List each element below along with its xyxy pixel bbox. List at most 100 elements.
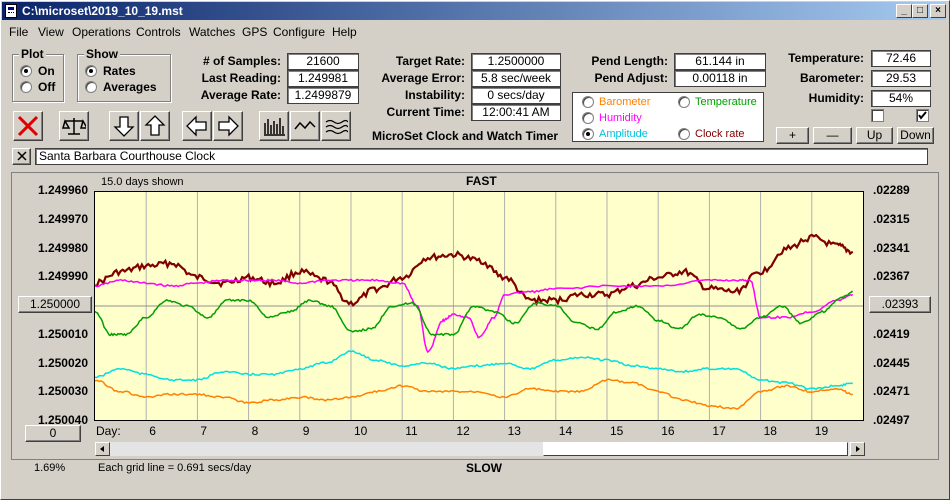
- series-clock-rate-radio[interactable]: [678, 128, 690, 140]
- show-rates-radio[interactable]: [85, 65, 97, 77]
- right-axis-tick-label: .02367: [873, 269, 910, 284]
- left-axis-tick-label: 1.250010: [37, 326, 88, 341]
- menu-controls[interactable]: Controls: [136, 25, 181, 39]
- arrow-left-button[interactable]: [182, 111, 212, 141]
- bar-chart-button[interactable]: [259, 111, 289, 141]
- plot-area[interactable]: [94, 191, 864, 421]
- menu-gps[interactable]: GPS: [242, 25, 268, 39]
- series-barometer-radio[interactable]: [582, 96, 594, 108]
- day-tick-label: 18: [763, 424, 777, 438]
- day-tick-label: 13: [507, 424, 521, 438]
- line-chart-button[interactable]: [290, 111, 320, 141]
- maximize-button[interactable]: □: [912, 4, 928, 18]
- pend-adjust-field: 0.00118 in: [674, 70, 766, 87]
- scroll-left-arrow-icon: [100, 446, 104, 452]
- arrow-down-icon: [113, 116, 135, 137]
- left-axis-tick-label: 1.250030: [37, 384, 88, 399]
- series-humidity-radio[interactable]: [582, 112, 594, 124]
- arrow-up-button[interactable]: [140, 111, 170, 141]
- last-reading-label: Last Reading:: [201, 71, 281, 85]
- balance-scale-icon: [62, 118, 86, 135]
- day-axis-label: Day:: [96, 424, 121, 438]
- slow-label: SLOW: [466, 461, 502, 475]
- stop-button[interactable]: [13, 111, 43, 141]
- watch-name-field[interactable]: Santa Barbara Courthouse Clock: [35, 148, 928, 165]
- plus-button[interactable]: +: [776, 127, 809, 144]
- fast-label: FAST: [466, 174, 497, 188]
- series-barometer-label[interactable]: Barometer: [599, 96, 651, 108]
- arrow-right-icon: [218, 115, 239, 137]
- plot-off-radio[interactable]: [20, 81, 32, 93]
- right-axis-tick-label: .02341: [873, 240, 910, 255]
- title-bar[interactable]: C:\microset\2019_10_19.mst _ □ ×: [2, 2, 946, 20]
- barometer-field: 29.53: [871, 70, 931, 87]
- pend-length-label: Pend Length:: [591, 54, 668, 68]
- series-temperature-label[interactable]: Temperature: [695, 96, 757, 108]
- series-line-temperature: [95, 290, 853, 337]
- menu-operations[interactable]: Operations: [72, 25, 131, 39]
- series-clock-rate-label[interactable]: Clock rate: [695, 128, 745, 140]
- zero-button[interactable]: 0: [25, 425, 81, 442]
- day-tick-label: 11: [405, 424, 418, 438]
- menu-view[interactable]: View: [38, 25, 64, 39]
- samples-label: # of Samples:: [202, 54, 281, 68]
- menu-file[interactable]: File: [9, 25, 29, 39]
- series-amplitude-label[interactable]: Amplitude: [599, 128, 648, 140]
- right-center-button[interactable]: .02393: [869, 296, 931, 313]
- balance-button[interactable]: [59, 111, 89, 141]
- menu-watches[interactable]: Watches: [189, 25, 236, 39]
- average-error-label: Average Error:: [381, 71, 465, 85]
- app-icon[interactable]: [5, 4, 17, 18]
- series-temperature-radio[interactable]: [678, 96, 690, 108]
- close-button[interactable]: ×: [930, 4, 946, 18]
- show-averages-radio[interactable]: [85, 81, 97, 93]
- plot-on-label[interactable]: On: [38, 64, 55, 78]
- multi-line-button[interactable]: [321, 111, 351, 141]
- series-line-clock-rate: [95, 233, 854, 308]
- up-button[interactable]: Up: [856, 127, 893, 144]
- series-amplitude-radio[interactable]: [582, 128, 594, 140]
- bar-chart-icon: [264, 118, 285, 136]
- arrow-left-icon: [186, 115, 207, 137]
- unchecked-checkbox[interactable]: [871, 109, 884, 122]
- average-error-field: 5.8 sec/week: [471, 70, 561, 87]
- plot-group: Plot: [12, 47, 64, 102]
- minus-button[interactable]: —: [813, 127, 852, 144]
- close-icon: [16, 151, 27, 161]
- menu-configure[interactable]: Configure: [273, 25, 326, 39]
- plot-group-label: Plot: [19, 47, 46, 61]
- average-rate-field: 1.2499879: [287, 87, 359, 104]
- horizontal-scrollbar[interactable]: [94, 441, 866, 457]
- clear-watch-button[interactable]: [12, 148, 31, 165]
- arrow-down-button[interactable]: [109, 111, 139, 141]
- series-line-barometer: [95, 378, 853, 410]
- down-button[interactable]: Down: [897, 127, 934, 144]
- minimize-button[interactable]: _: [896, 4, 912, 18]
- samples-field: 21600: [287, 53, 359, 70]
- left-axis-tick-label: 1.249980: [37, 240, 88, 255]
- scroll-thumb[interactable]: [543, 442, 848, 456]
- current-time-label: Current Time:: [386, 105, 465, 119]
- plot-on-radio[interactable]: [20, 65, 32, 77]
- right-axis-tick-label: .02419: [873, 326, 910, 341]
- series-line-amplitude: [95, 350, 854, 391]
- plot-off-label[interactable]: Off: [38, 80, 56, 94]
- humidity-field: 54%: [871, 90, 931, 107]
- pend-length-field[interactable]: 61.144 in: [674, 53, 766, 70]
- target-rate-field[interactable]: 1.2500000: [471, 53, 561, 70]
- series-humidity-label[interactable]: Humidity: [599, 112, 642, 124]
- wave-line-icon: [294, 120, 316, 130]
- scroll-right-button[interactable]: [850, 442, 865, 456]
- show-rates-label[interactable]: Rates: [103, 64, 136, 78]
- day-tick-label: 16: [661, 424, 675, 438]
- left-center-button[interactable]: 1.250000: [18, 296, 92, 313]
- show-group-label: Show: [84, 47, 120, 61]
- target-rate-label: Target Rate:: [395, 54, 465, 68]
- arrow-right-button[interactable]: [213, 111, 243, 141]
- checked-checkbox[interactable]: [916, 109, 929, 122]
- show-averages-label[interactable]: Averages: [103, 80, 157, 94]
- day-tick-label: 17: [712, 424, 726, 438]
- left-axis-tick-label: 1.250040: [37, 413, 88, 427]
- menu-help[interactable]: Help: [332, 25, 357, 39]
- scroll-left-button[interactable]: [95, 442, 110, 456]
